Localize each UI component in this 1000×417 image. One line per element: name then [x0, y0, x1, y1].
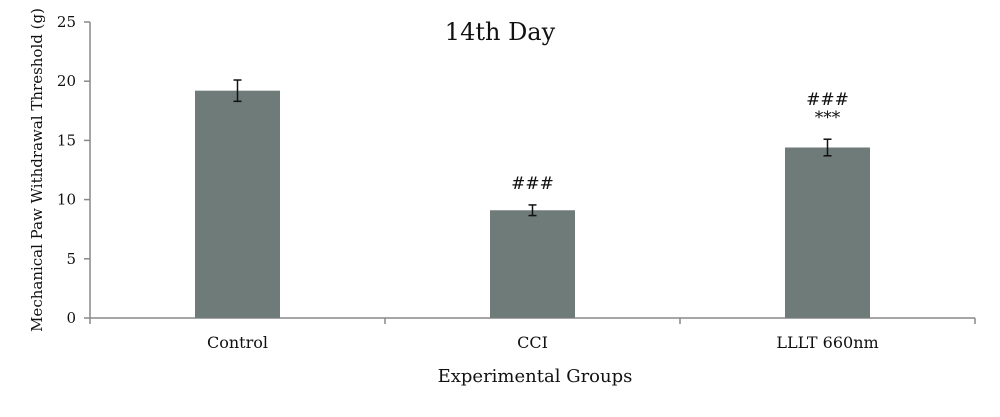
category-label: Control	[207, 333, 268, 352]
bars	[195, 90, 870, 318]
y-tick-label: 0	[66, 309, 76, 327]
significance-label: ###	[806, 90, 849, 110]
bar-1	[195, 90, 280, 318]
error-bars	[233, 79, 832, 217]
bar-3	[785, 147, 870, 318]
significance-label: ***	[815, 108, 841, 128]
x-axis-title: Experimental Groups	[438, 366, 633, 387]
y-axis: 0 5 10 15 20 25	[57, 13, 91, 327]
y-tick-label: 5	[66, 250, 76, 268]
category-label: LLLT 660nm	[776, 333, 878, 352]
y-tick-label: 25	[57, 13, 76, 31]
y-tick-label: 10	[57, 191, 76, 209]
bar-2	[490, 210, 575, 318]
x-axis: Control CCI LLLT 660nm	[89, 317, 976, 352]
y-tick-label: 20	[57, 72, 76, 90]
y-tick-label: 15	[57, 131, 76, 149]
significance-annotations: ######***	[511, 90, 849, 194]
chart-title: 14th Day	[445, 18, 556, 46]
y-axis-title: Mechanical Paw Withdrawal Threshold (g)	[28, 8, 46, 332]
significance-label: ###	[511, 174, 554, 194]
category-label: CCI	[517, 333, 548, 352]
